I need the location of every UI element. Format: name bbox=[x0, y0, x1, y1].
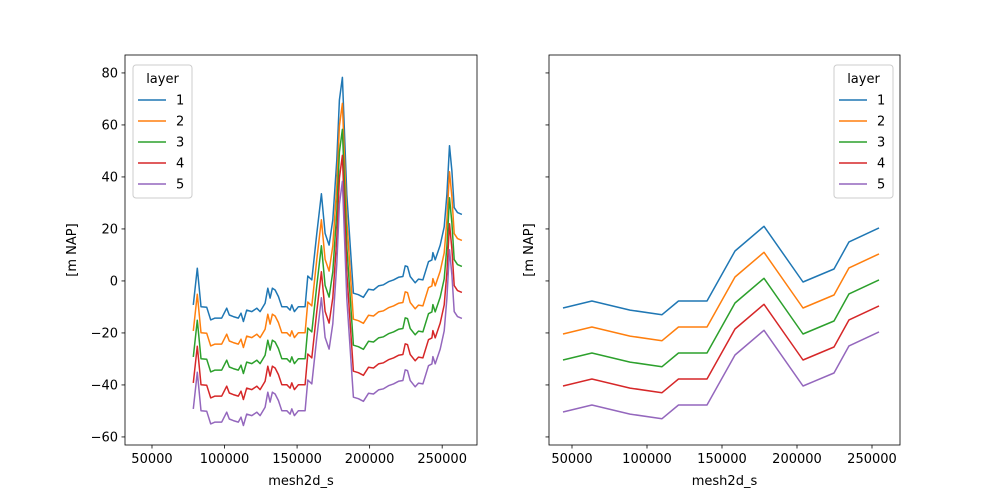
series-line-layer-5 bbox=[192, 180, 463, 427]
axes-frame bbox=[548, 54, 901, 446]
legend: layer 1 2 3 4 5 bbox=[833, 64, 894, 199]
legend-label-layer-1: 1 bbox=[176, 94, 184, 109]
y-axis-label: [m NAP] bbox=[65, 223, 80, 276]
legend-label-layer-3: 3 bbox=[877, 136, 885, 151]
series-line-layer-2 bbox=[192, 102, 463, 349]
x-tick-label: 150000 bbox=[697, 452, 747, 467]
legend-title: layer bbox=[146, 72, 179, 87]
series-line-layer-3 bbox=[192, 128, 463, 375]
y-tick-label: 0 bbox=[110, 274, 118, 289]
axes-1: 50000 100000 150000 200000 250000 80 60 40 20 0 −2… bbox=[65, 54, 478, 489]
x-tick-label: 250000 bbox=[417, 452, 467, 467]
axes-2: 50000 100000 150000 200000 250000 mesh2d_s [m … bbox=[522, 54, 901, 489]
y-tick-label: 40 bbox=[101, 170, 118, 185]
legend-label-layer-3: 3 bbox=[176, 136, 184, 151]
legend-label-layer-2: 2 bbox=[877, 115, 885, 130]
y-tick-label: 20 bbox=[101, 222, 118, 237]
series-line-layer-3 bbox=[562, 277, 880, 368]
legend-box bbox=[833, 64, 894, 199]
legend-title: layer bbox=[847, 72, 880, 87]
y-tick-label: −20 bbox=[91, 326, 118, 341]
x-tick-label: 100000 bbox=[200, 452, 250, 467]
x-axis-label: mesh2d_s bbox=[692, 474, 758, 489]
x-axis-label: mesh2d_s bbox=[268, 474, 334, 489]
x-tick-label: 150000 bbox=[272, 452, 322, 467]
legend-label-layer-2: 2 bbox=[176, 115, 184, 130]
y-tick-label: −60 bbox=[91, 430, 118, 445]
y-axis-label: [m NAP] bbox=[522, 223, 537, 276]
x-tick-label: 200000 bbox=[772, 452, 822, 467]
legend-label-layer-1: 1 bbox=[877, 94, 885, 109]
legend-label-layer-4: 4 bbox=[176, 157, 184, 172]
x-tick-label: 50000 bbox=[551, 452, 592, 467]
series-line-layer-1 bbox=[562, 225, 880, 316]
series-line-layer-1 bbox=[192, 76, 463, 323]
legend-label-layer-4: 4 bbox=[877, 157, 885, 172]
y-tick-label: −40 bbox=[91, 378, 118, 393]
legend-label-layer-5: 5 bbox=[877, 178, 885, 193]
legend-label-layer-5: 5 bbox=[176, 178, 184, 193]
y-tick-label: 80 bbox=[101, 66, 118, 81]
y-tick-label: 60 bbox=[101, 118, 118, 133]
x-tick-label: 250000 bbox=[847, 452, 897, 467]
x-tick-label: 50000 bbox=[131, 452, 172, 467]
legend-box bbox=[132, 64, 193, 199]
series-line-layer-4 bbox=[192, 154, 463, 401]
x-tick-label: 100000 bbox=[622, 452, 672, 467]
series-line-layer-4 bbox=[562, 303, 880, 394]
series-line-layer-2 bbox=[562, 251, 880, 342]
x-tick-label: 200000 bbox=[345, 452, 395, 467]
axes-frame bbox=[124, 54, 478, 446]
series-line-layer-5 bbox=[562, 329, 880, 420]
legend: layer 1 2 3 4 5 bbox=[132, 64, 193, 199]
